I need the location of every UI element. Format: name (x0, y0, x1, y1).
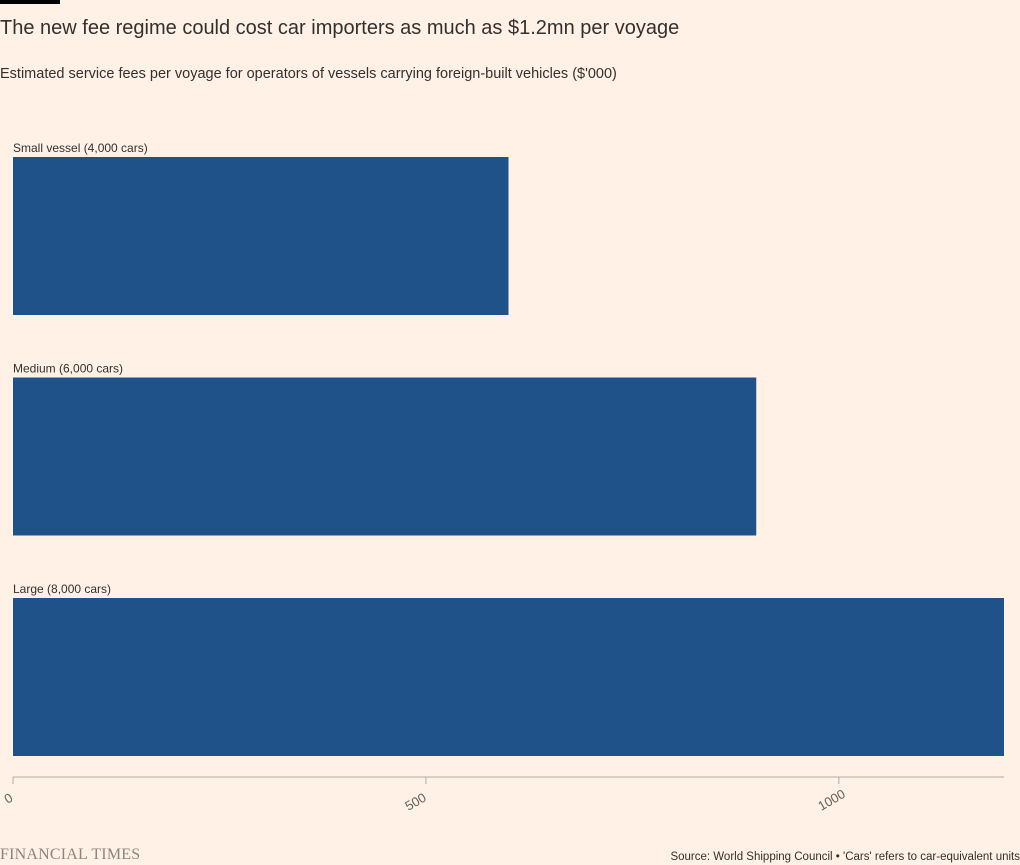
x-tick-label: 0 (2, 790, 16, 807)
x-tick-label: 1000 (815, 786, 848, 813)
bar (13, 598, 1004, 756)
bar (13, 157, 509, 315)
source-note: Source: World Shipping Council • 'Cars' … (670, 851, 1020, 863)
x-tick-label: 500 (402, 790, 428, 814)
chart-subtitle: Estimated service fees per voyage for op… (0, 66, 617, 82)
bar-label: Medium (6,000 cars) (13, 362, 123, 376)
chart-title: The new fee regime could cost car import… (0, 17, 680, 39)
bar-label: Large (8,000 cars) (13, 582, 111, 596)
bar-label: Small vessel (4,000 cars) (13, 141, 148, 155)
ft-logo: FINANCIAL TIMES (0, 846, 141, 863)
top-rule (0, 0, 60, 4)
bar (13, 377, 757, 536)
bar-chart: Small vessel (4,000 cars) Medium (6,000 c… (2, 141, 1004, 814)
